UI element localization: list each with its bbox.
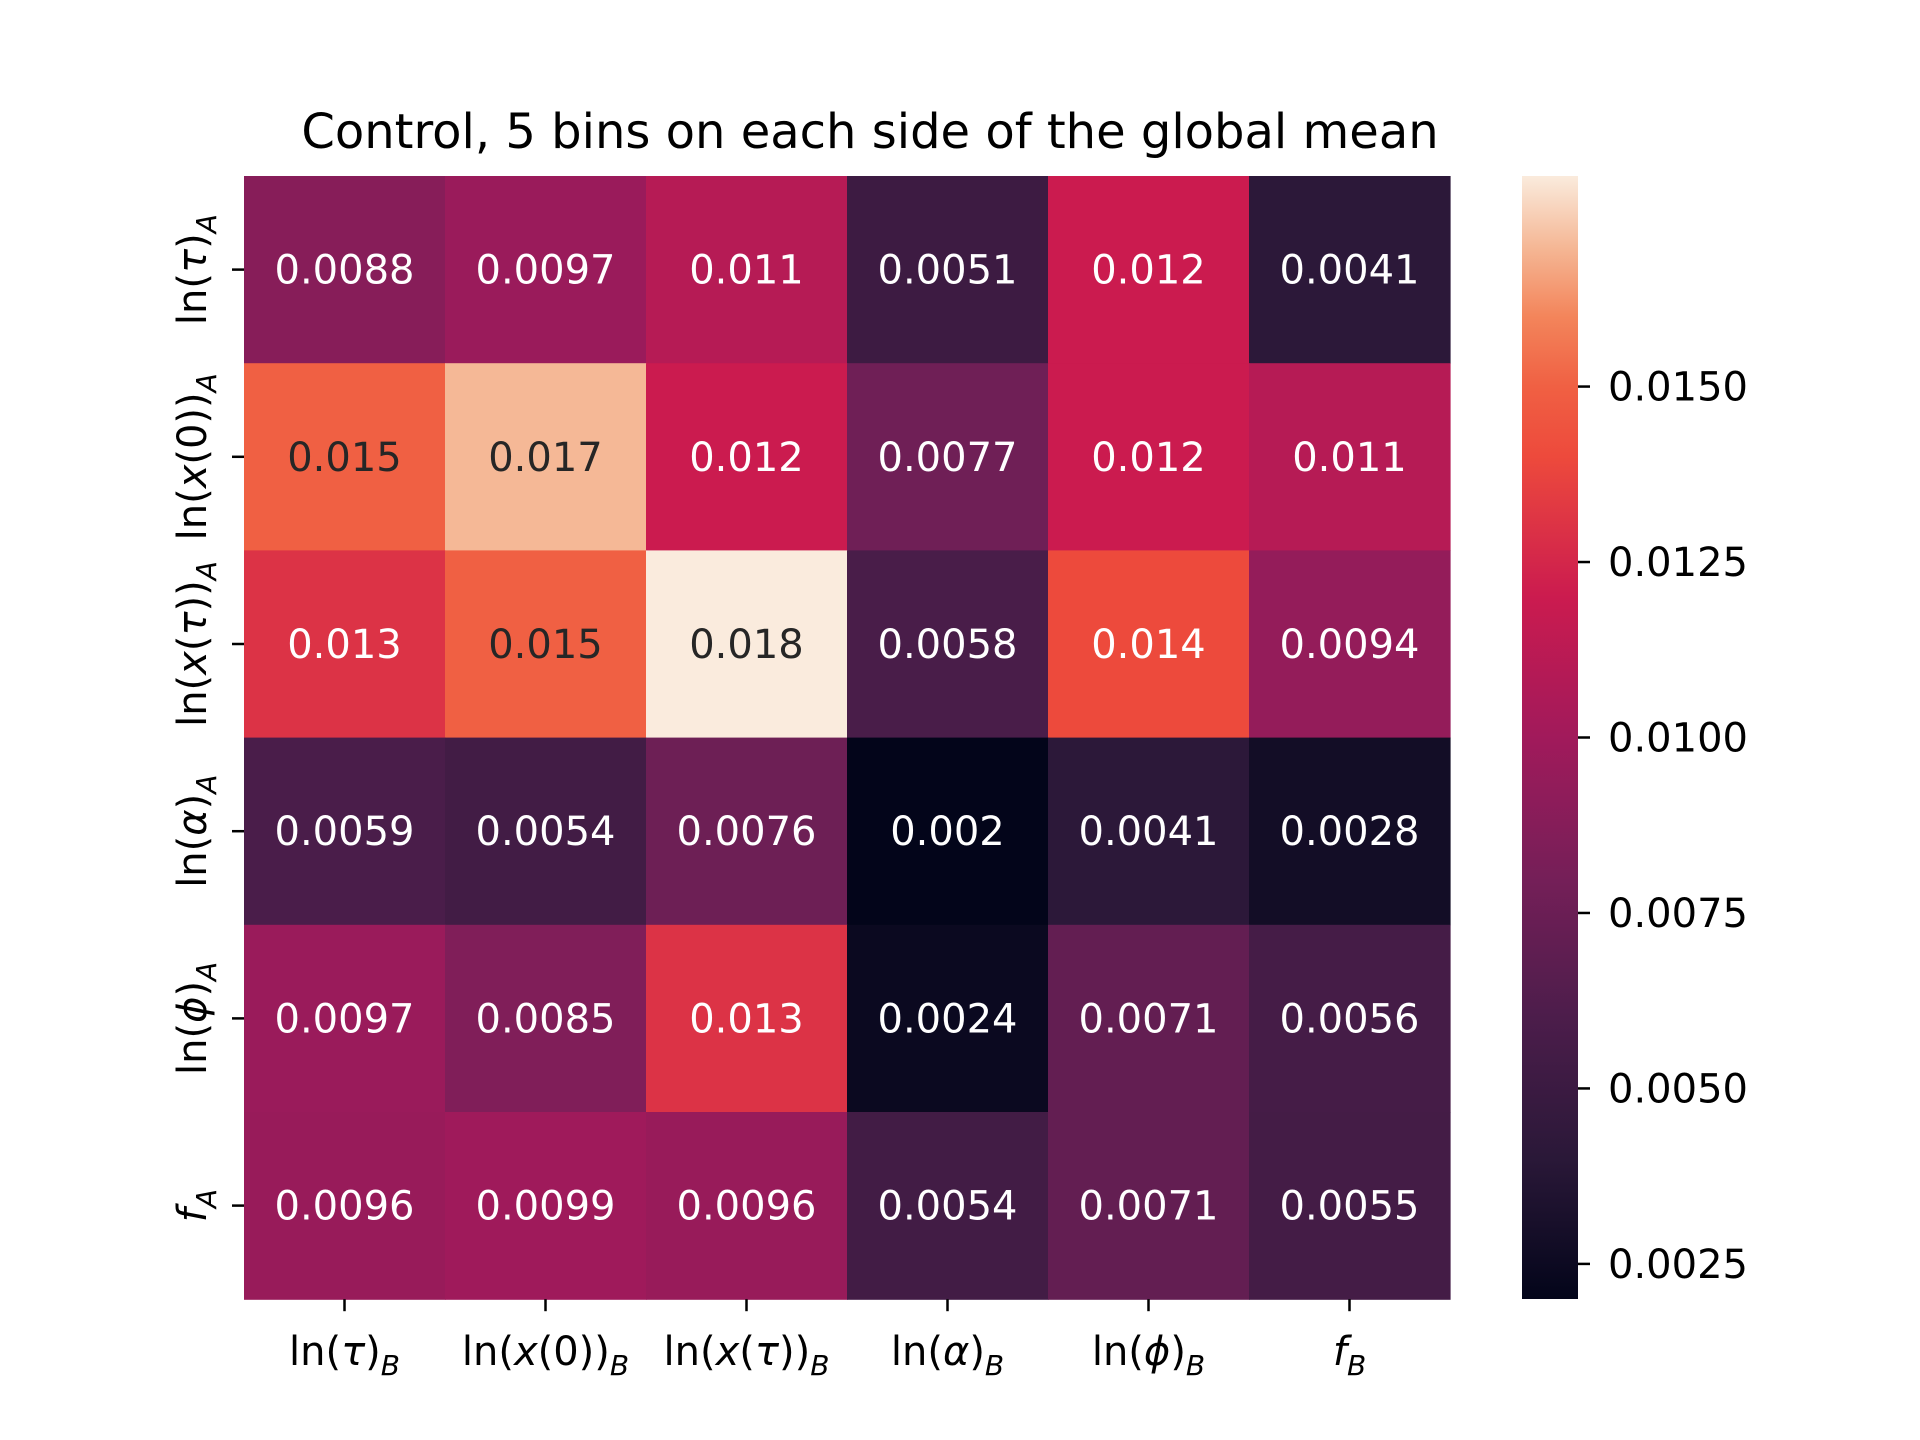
- x-tick-label-0: ln(τ)B: [289, 1329, 400, 1382]
- heatmap-cell-r4-c2: [646, 924, 848, 1113]
- cell-label-r4-c0: 0.0097: [275, 996, 415, 1042]
- x-axis: ln(τ)B ln(x(0))B ln(x(τ))B ln(α)B ln(ϕ)B fB: [289, 1299, 1366, 1382]
- x-tick-label-5: fB: [1333, 1329, 1366, 1382]
- cell-label-r3-c3: 0.002: [890, 809, 1005, 855]
- heatmap-cell-r4-c4: [1048, 924, 1250, 1113]
- heatmap-cell-r1-c1: [445, 363, 647, 551]
- cell-label-r2-c4: 0.014: [1091, 622, 1206, 668]
- x-tick-label-4: ln(ϕ)B: [1092, 1329, 1205, 1382]
- heatmap-cell-r1-c0: [244, 363, 446, 551]
- heatmap-cell-r2-c2: [646, 550, 848, 739]
- heatmap-cell-r0-c4: [1048, 176, 1250, 364]
- y-tick-label-5: fA: [170, 1189, 223, 1222]
- cell-label-r4-c1: 0.0085: [476, 996, 616, 1042]
- cell-label-r2-c3: 0.0058: [878, 622, 1018, 668]
- heatmap-cell-r2-c5: [1249, 550, 1451, 739]
- heatmap-cell-r5-c2: [646, 1112, 848, 1300]
- heatmap-cell-r1-c2: [646, 363, 848, 551]
- cell-label-r5-c3: 0.0054: [878, 1184, 1018, 1230]
- heatmap-cell-r4-c0: [244, 924, 446, 1113]
- cell-label-r1-c0: 0.015: [287, 435, 402, 481]
- heatmap-cell-r3-c1: [445, 737, 647, 926]
- heatmap-cell-r5-c5: [1249, 1112, 1451, 1300]
- heatmap-cell-r1-c4: [1048, 363, 1250, 551]
- cell-label-r0-c1: 0.0097: [476, 248, 616, 294]
- x-tick-label-3: ln(α)B: [891, 1329, 1004, 1382]
- cell-label-r4-c5: 0.0056: [1280, 996, 1420, 1042]
- x-tick-label-1: ln(x(0))B: [462, 1329, 629, 1382]
- y-axis: ln(τ)A ln(x(0))A ln(x(τ))A ln(α)A ln(ϕ)A fA: [170, 214, 244, 1222]
- cell-label-r0-c3: 0.0051: [878, 248, 1018, 294]
- heatmap-cell-r1-c3: [847, 363, 1049, 551]
- heatmap-cells: [244, 176, 1451, 1300]
- cell-label-r0-c0: 0.0088: [275, 248, 415, 294]
- cell-label-r3-c5: 0.0028: [1280, 809, 1420, 855]
- y-tick-label-3: ln(α)A: [170, 775, 223, 888]
- heatmap-cell-r4-c3: [847, 924, 1049, 1113]
- cell-label-r2-c2: 0.018: [689, 622, 804, 668]
- y-tick-label-0: ln(τ)A: [170, 214, 223, 325]
- cell-label-r1-c5: 0.011: [1292, 435, 1407, 481]
- cell-label-r0-c5: 0.0041: [1280, 248, 1420, 294]
- cell-label-r3-c0: 0.0059: [275, 809, 415, 855]
- cell-label-r0-c2: 0.011: [689, 248, 804, 294]
- cell-label-r2-c0: 0.013: [287, 622, 402, 668]
- cell-label-r3-c2: 0.0076: [677, 809, 817, 855]
- heatmap-cell-r2-c4: [1048, 550, 1250, 739]
- heatmap-cell-r3-c5: [1249, 737, 1451, 926]
- colorbar: [1522, 176, 1578, 1299]
- heatmap-cell-r1-c5: [1249, 363, 1451, 551]
- cell-label-r3-c4: 0.0041: [1079, 809, 1219, 855]
- y-tick-label-2: ln(x(τ))A: [170, 561, 223, 727]
- cell-label-r1-c2: 0.012: [689, 435, 804, 481]
- heatmap-cell-r0-c0: [244, 176, 446, 364]
- heatmap-cell-r5-c0: [244, 1112, 446, 1300]
- heatmap-cell-r0-c3: [847, 176, 1049, 364]
- y-tick-label-4: ln(ϕ)A: [170, 962, 223, 1075]
- cell-label-r2-c5: 0.0094: [1280, 622, 1420, 668]
- heatmap-cell-r2-c3: [847, 550, 1049, 739]
- colorbar-tick-label-5: 0.0150: [1608, 365, 1748, 411]
- colorbar-tick-label-0: 0.0025: [1608, 1242, 1748, 1288]
- cell-label-r5-c4: 0.0071: [1079, 1184, 1219, 1230]
- heatmap-cell-r3-c3: [847, 737, 1049, 926]
- cell-label-r4-c3: 0.0024: [878, 996, 1018, 1042]
- cell-label-r1-c3: 0.0077: [878, 435, 1018, 481]
- heatmap-cell-r2-c0: [244, 550, 446, 739]
- x-tick-label-2: ln(x(τ))B: [664, 1329, 830, 1382]
- chart-title: Control, 5 bins on each side of the glob…: [301, 104, 1438, 160]
- colorbar-tick-label-3: 0.0100: [1608, 716, 1748, 762]
- cell-label-r4-c4: 0.0071: [1079, 996, 1219, 1042]
- heatmap-cell-r3-c4: [1048, 737, 1250, 926]
- cell-label-r5-c5: 0.0055: [1280, 1184, 1420, 1230]
- heatmap-cell-r3-c0: [244, 737, 446, 926]
- cell-label-r5-c2: 0.0096: [677, 1184, 817, 1230]
- heatmap-cell-r4-c5: [1249, 924, 1451, 1113]
- cell-label-r5-c0: 0.0096: [275, 1184, 415, 1230]
- heatmap-cell-r5-c4: [1048, 1112, 1250, 1300]
- heatmap-cell-r5-c3: [847, 1112, 1049, 1300]
- cell-label-r1-c1: 0.017: [488, 435, 603, 481]
- colorbar-ticks: 0.0025 0.0050 0.0075 0.0100 0.0125 0.0150: [1578, 365, 1748, 1288]
- cell-label-r4-c2: 0.013: [689, 996, 804, 1042]
- colorbar-tick-label-1: 0.0050: [1608, 1066, 1748, 1112]
- heatmap-cell-labels: 0.0088 0.0097 0.011 0.0051 0.012 0.0041 0.015 0…: [275, 248, 1420, 1230]
- heatmap-cell-r2-c1: [445, 550, 647, 739]
- cell-label-r3-c1: 0.0054: [476, 809, 616, 855]
- y-tick-label-1: ln(x(0))A: [170, 373, 223, 540]
- heatmap-cell-r4-c1: [445, 924, 647, 1113]
- colorbar-tick-label-2: 0.0075: [1608, 891, 1748, 937]
- cell-label-r2-c1: 0.015: [488, 622, 603, 668]
- colorbar-tick-label-4: 0.0125: [1608, 540, 1748, 586]
- cell-label-r5-c1: 0.0099: [476, 1184, 616, 1230]
- heatmap-cell-r0-c5: [1249, 176, 1451, 364]
- heatmap-cell-r3-c2: [646, 737, 848, 926]
- heatmap-cell-r0-c2: [646, 176, 848, 364]
- heatmap-cell-r0-c1: [445, 176, 647, 364]
- cell-label-r0-c4: 0.012: [1091, 248, 1206, 294]
- heatmap-cell-r5-c1: [445, 1112, 647, 1300]
- cell-label-r1-c4: 0.012: [1091, 435, 1206, 481]
